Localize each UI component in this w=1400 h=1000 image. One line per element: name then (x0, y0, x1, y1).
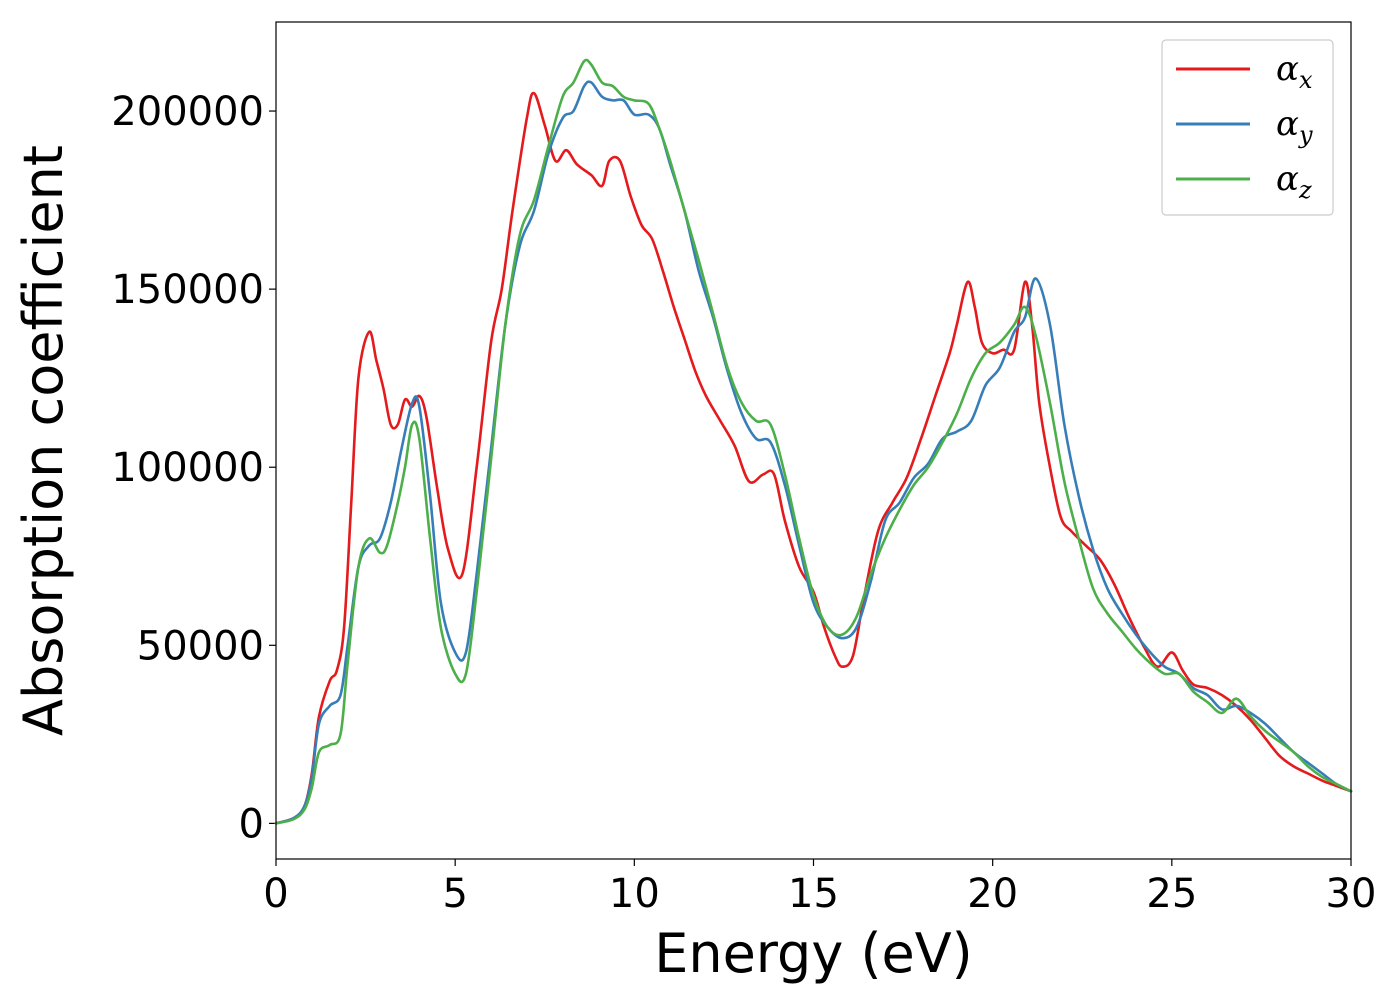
x-tick-label: 20 (967, 871, 1018, 917)
x-tick-label: 25 (1146, 871, 1197, 917)
legend-label-x: αx (1276, 49, 1313, 94)
x-tick-label: 0 (263, 871, 288, 917)
x-tick-label: 30 (1326, 871, 1377, 917)
y-tick-label: 0 (239, 801, 264, 847)
x-axis-ticks: 0 5 10 15 20 25 30 (263, 859, 1376, 917)
y-tick-label: 200000 (111, 89, 264, 135)
y-tick-label: 100000 (111, 445, 264, 491)
x-tick-label: 10 (609, 871, 660, 917)
y-axis-title: Absorption coefficient (12, 145, 75, 736)
x-axis-title: Energy (eV) (654, 922, 973, 985)
legend-label-z: αz (1276, 159, 1312, 204)
y-axis-ticks: 0 50000 100000 150000 200000 (111, 89, 276, 847)
x-tick-label: 5 (442, 871, 467, 917)
series-line-x (274, 91, 1353, 825)
y-tick-label: 50000 (137, 623, 264, 669)
x-tick-label: 15 (788, 871, 839, 917)
legend-box (1161, 39, 1334, 216)
series-line-y (274, 80, 1353, 825)
legend-label-y: αy (1276, 104, 1313, 149)
plot-frame (275, 21, 1352, 860)
legend: αx αy αz (1161, 39, 1334, 216)
series-lines (274, 58, 1353, 825)
y-tick-label: 150000 (111, 267, 264, 313)
series-line-z (274, 58, 1353, 825)
